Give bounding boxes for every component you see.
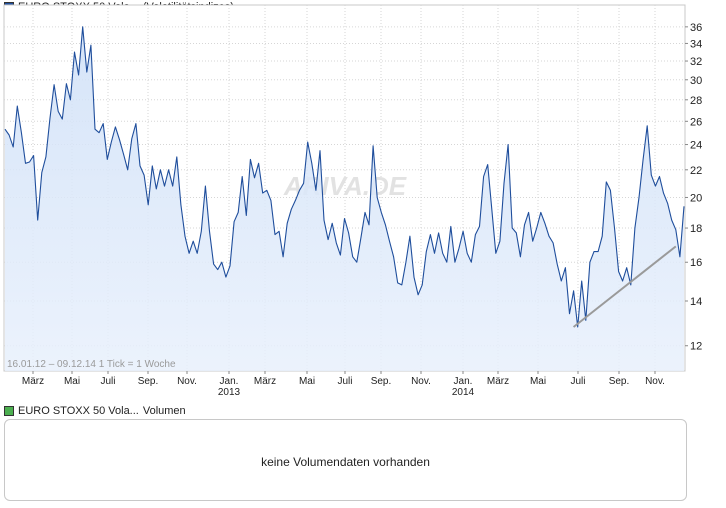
x-tick-label: Sep. [609,376,630,387]
x-tick-label: März [254,376,276,387]
y-tick-label: 34 [690,38,702,50]
x-tick-label: Juli [337,376,352,387]
x-tick-label: Juli [100,376,115,387]
x-tick-label: Nov. [411,376,431,387]
y-tick-label: 22 [690,165,702,177]
y-tick-label: 14 [690,296,702,308]
y-tick-label: 16 [690,257,702,269]
x-tick-label: Jan. [220,376,239,387]
x-tick-label: März [22,376,44,387]
x-tick-label: Nov. [645,376,665,387]
y-tick-label: 18 [690,223,702,235]
series-line [4,26,685,328]
x-tick-label: Mai [530,376,546,387]
y-tick-label: 36 [690,22,702,34]
y-tick-label: 28 [690,95,702,107]
trend-line [572,245,677,328]
x-tick-label: Sep. [138,376,159,387]
legend-volume-name: EURO STOXX 50 Vola... [18,405,139,417]
volume-empty-message: keine Volumendaten vorhanden [261,455,430,469]
y-tick-label: 30 [690,75,702,87]
legend-volume: EURO STOXX 50 Vola... Volumen [4,404,190,418]
y-tick-label: 12 [690,341,702,353]
x-tick-label: Mai [64,376,80,387]
x-tick-label: März [487,376,509,387]
price-chart: 12 14 16 18 20 22 24 26 28 30 32 34 36 März Mai Juli Sep… [3,4,702,398]
chart-range-info: 16.01.12 – 09.12.14 1 Tick = 1 Woche [7,359,176,370]
x-tick-label: Nov. [177,376,197,387]
x-tick-label: Sep. [371,376,392,387]
legend-volume-swatch [4,406,14,416]
x-tick-year-label: 2014 [452,387,475,398]
x-tick-label: Jan. [454,376,473,387]
y-tick-label: 20 [690,192,702,204]
y-tick-label: 24 [690,140,702,152]
volume-panel: keine Volumendaten vorhanden [4,419,687,501]
x-tick-label: Mai [299,376,315,387]
y-tick-label: 26 [690,116,702,128]
y-tick-label: 32 [690,56,702,68]
x-tick-year-label: 2013 [218,387,241,398]
series-area [5,26,684,372]
legend-volume-label: Volumen [142,405,186,417]
x-tick-label: Juli [570,376,585,387]
